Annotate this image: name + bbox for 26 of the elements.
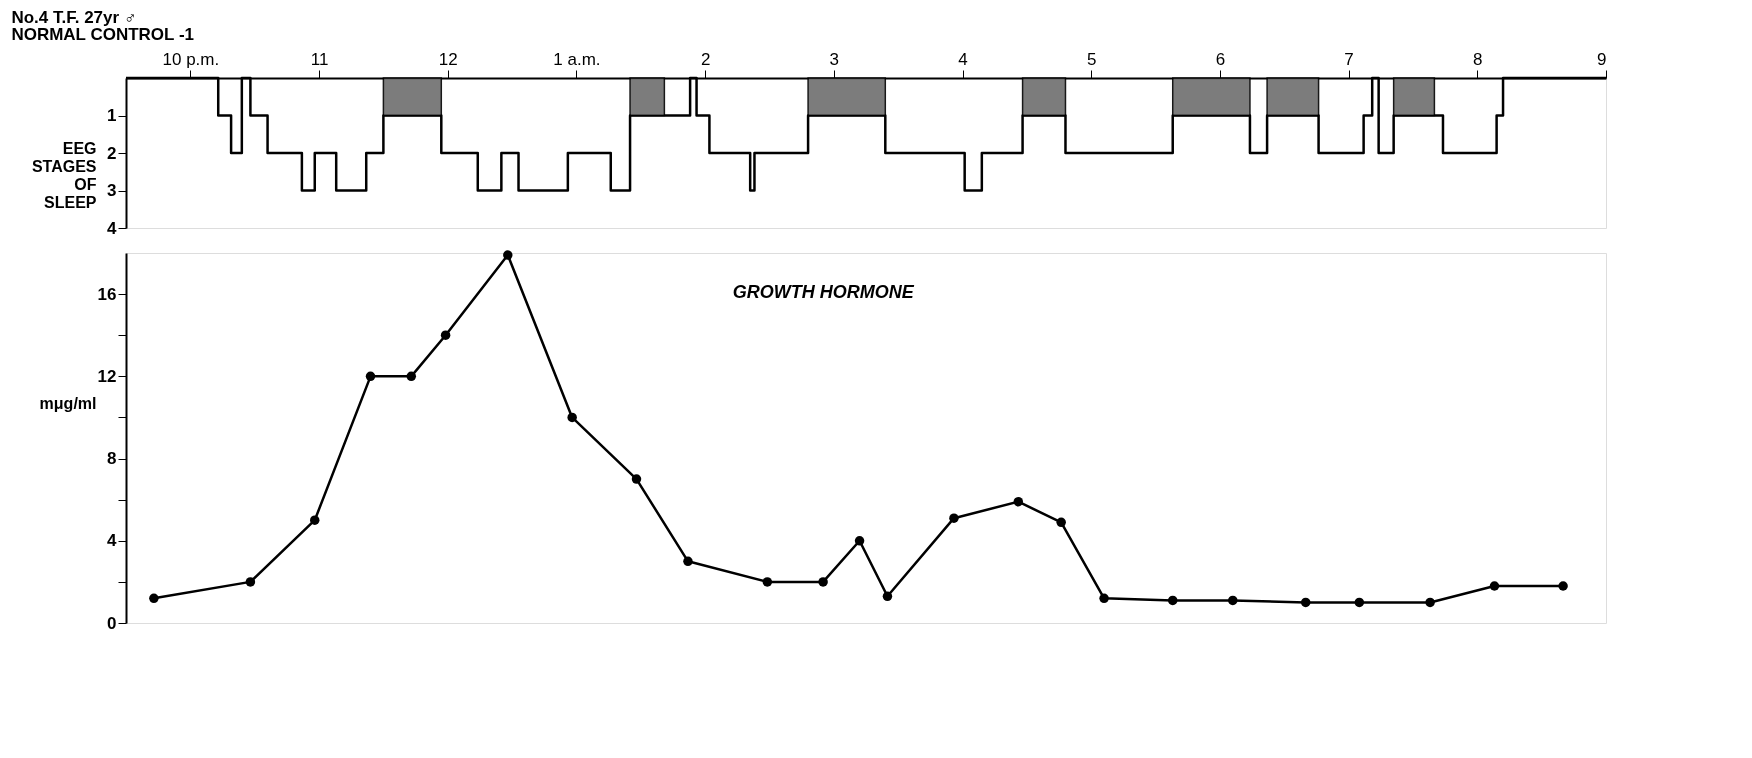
x-tick-label: 10 p.m. [162,49,220,69]
x-tick-label: 6 [1215,49,1226,69]
y-tick-label: 2 [107,143,117,163]
x-tick-label: 8 [1473,49,1483,69]
x-tick-label: 3 [829,49,840,69]
y-tick-label: 3 [107,181,117,200]
y-axis-title: EEG STAGES OF SLEEP [31,139,97,211]
x-tick-label: 5 [1086,49,1097,69]
y-tick-label: 16 [97,284,117,304]
chart-subtitle: NORMAL CONTROL -1 [11,25,194,44]
x-tick-label: 1 a.m. [553,49,601,69]
y-tick-label: 4 [107,218,118,238]
x-tick-label: 9 [1597,49,1607,69]
annotation: GROWTH HORMONE [732,282,915,302]
y-tick-label: 8 [107,449,117,469]
y-tick-label: 12 [97,366,117,386]
chart-title: No.4 T.F. 27yr ♂ [11,8,137,27]
x-tick-label: 12 [438,49,458,69]
x-tick-label: 2 [700,49,711,69]
y-tick-label: 0 [107,613,117,633]
x-tick-label: 4 [958,49,968,69]
x-tick-label: 11 [310,49,329,69]
x-tick-label: 7 [1344,49,1354,69]
y-axis-title: mμg/ml [39,394,97,412]
y-tick-label: 1 [107,106,117,125]
y-tick-label: 4 [107,531,118,551]
